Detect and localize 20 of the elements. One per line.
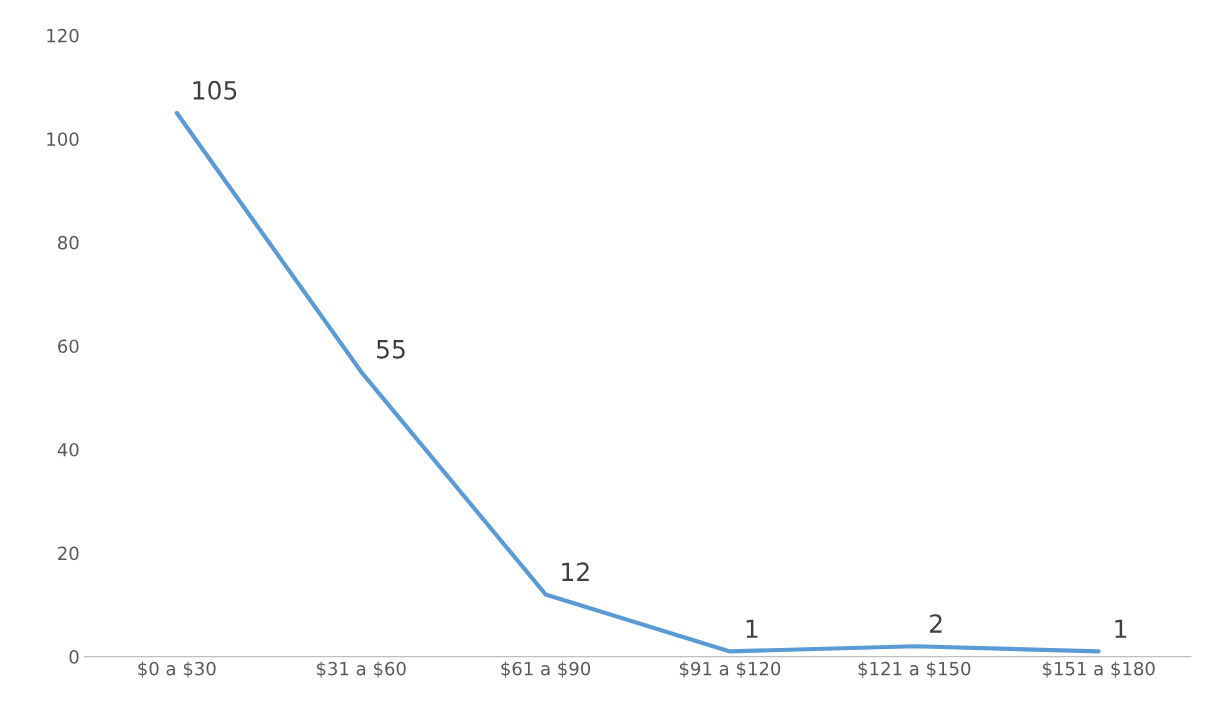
data-label: 12	[562, 562, 589, 581]
data-label: 1	[1115, 619, 1127, 638]
x-tick-label: $61 a $90	[501, 661, 591, 678]
y-tick-label: 40	[57, 442, 79, 457]
data-label: 105	[193, 80, 237, 100]
y-tick-label: 100	[47, 132, 79, 146]
y-tick-label: 80	[58, 235, 79, 250]
line-series	[174, 110, 1101, 654]
y-tick-label: 60	[58, 339, 79, 354]
y-tick-label: 0	[69, 650, 79, 664]
x-tick-label: $31 a $60	[316, 661, 406, 678]
x-tick-label: $0 a $30	[138, 661, 216, 678]
x-tick-label: $91 a $120	[679, 661, 781, 678]
data-label: 2	[930, 614, 942, 633]
data-label: 1	[746, 619, 758, 638]
y-tick-label: 120	[47, 28, 79, 43]
y-tick-label: 20	[58, 546, 79, 561]
data-label: 55	[377, 340, 405, 359]
x-tick-label: $121 a $150	[858, 661, 971, 678]
x-tick-label: $151 a $180	[1042, 661, 1155, 678]
